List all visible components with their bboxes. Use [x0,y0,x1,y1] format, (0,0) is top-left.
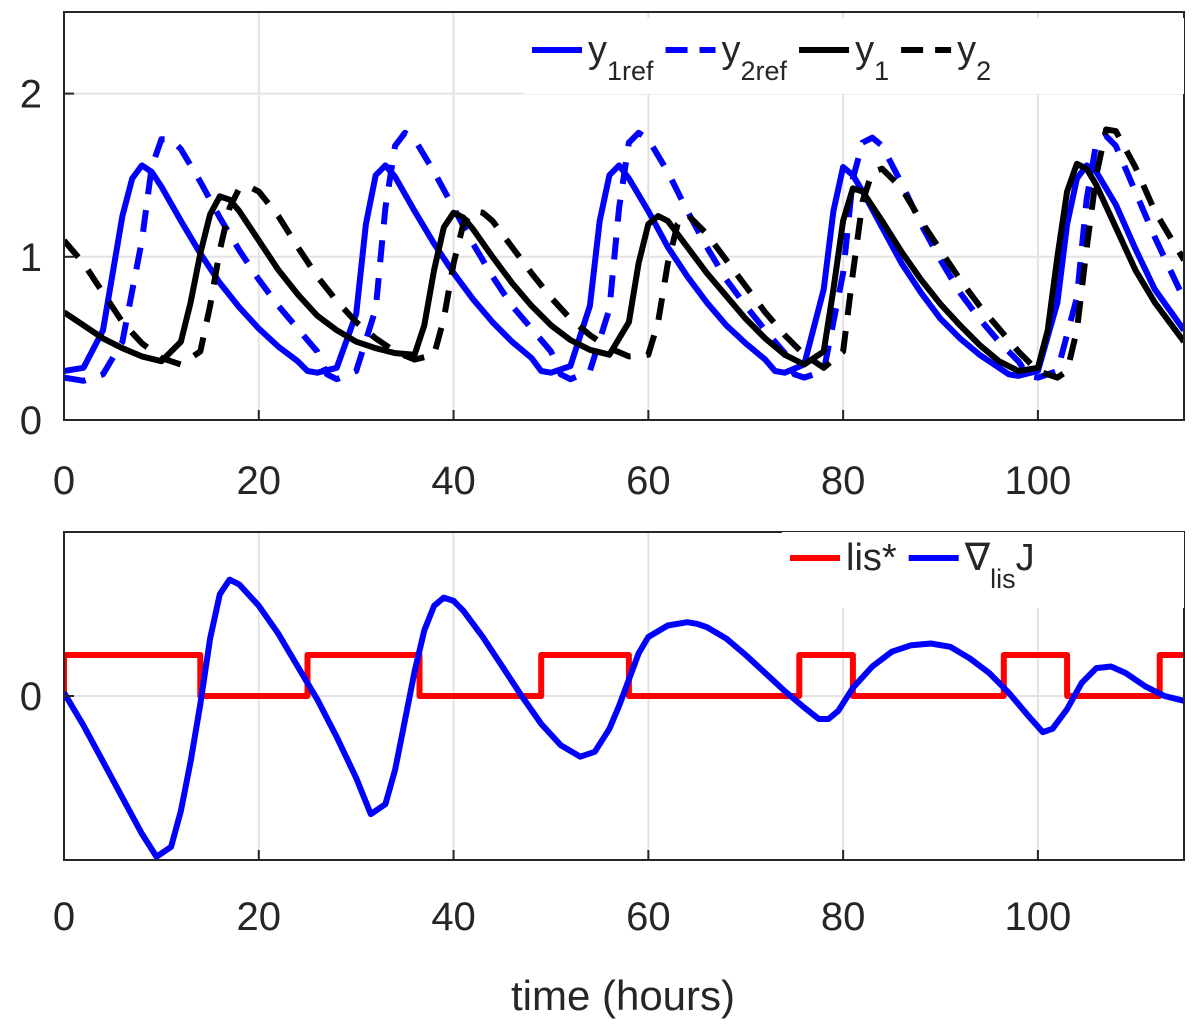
legend-item: y2ref [665,29,788,86]
x-tick-label: 0 [53,459,75,503]
x-tick-label: 0 [53,895,75,939]
bottom-panel: 0 20 40 60 80 100 0 lis* ∇lisJ [20,531,1185,939]
x-axis-label: time (hours) [511,972,735,1019]
legend-item: y1 [799,29,889,86]
series-line-y1ref-0 [64,162,1184,379]
legend-item: lis* [790,537,897,579]
y-tick-label: 0 [20,675,42,719]
legend-background [524,18,1184,94]
x-tick-label: 100 [1005,895,1072,939]
legend-item: y1ref [532,29,654,86]
legend: y1ref y2ref y1 y2 [524,18,1184,94]
top-panel: 0 20 40 60 80 100 0 1 2 y1ref y2ref y1 y2 [20,11,1185,503]
x-tick-label: 60 [626,895,671,939]
x-tick-label: 80 [821,459,866,503]
legend-label: ∇lisJ [964,537,1035,594]
legend-background [782,532,1184,608]
series-line-y2ref-1 [64,129,1184,384]
series-line-lis-0 [64,652,1184,699]
legend-label: y2ref [722,29,788,86]
x-tick-label: 40 [431,459,476,503]
axes-frame [63,11,1185,421]
series-line-y1-2 [64,160,1184,374]
legend-item: y2 [901,29,991,86]
series-line-y2-3 [64,126,1184,381]
y-tick-label: 1 [20,236,42,280]
y-tick-label: 2 [20,73,42,117]
legend-label: y1ref [588,29,654,86]
legend-label: y1 [855,29,889,86]
x-tick-label: 20 [237,895,282,939]
legend-label: lis* [846,537,897,579]
y-tick-label: 0 [20,399,42,443]
x-tick-label: 60 [626,459,671,503]
x-tick-label: 20 [237,459,282,503]
series-line-lisJ-1 [64,576,1184,860]
x-tick-label: 40 [431,895,476,939]
x-tick-label: 80 [821,895,866,939]
x-tick-label: 100 [1005,459,1072,503]
legend: lis* ∇lisJ [782,532,1184,608]
legend-label: y2 [957,29,991,86]
legend-item: ∇lisJ [908,537,1035,594]
